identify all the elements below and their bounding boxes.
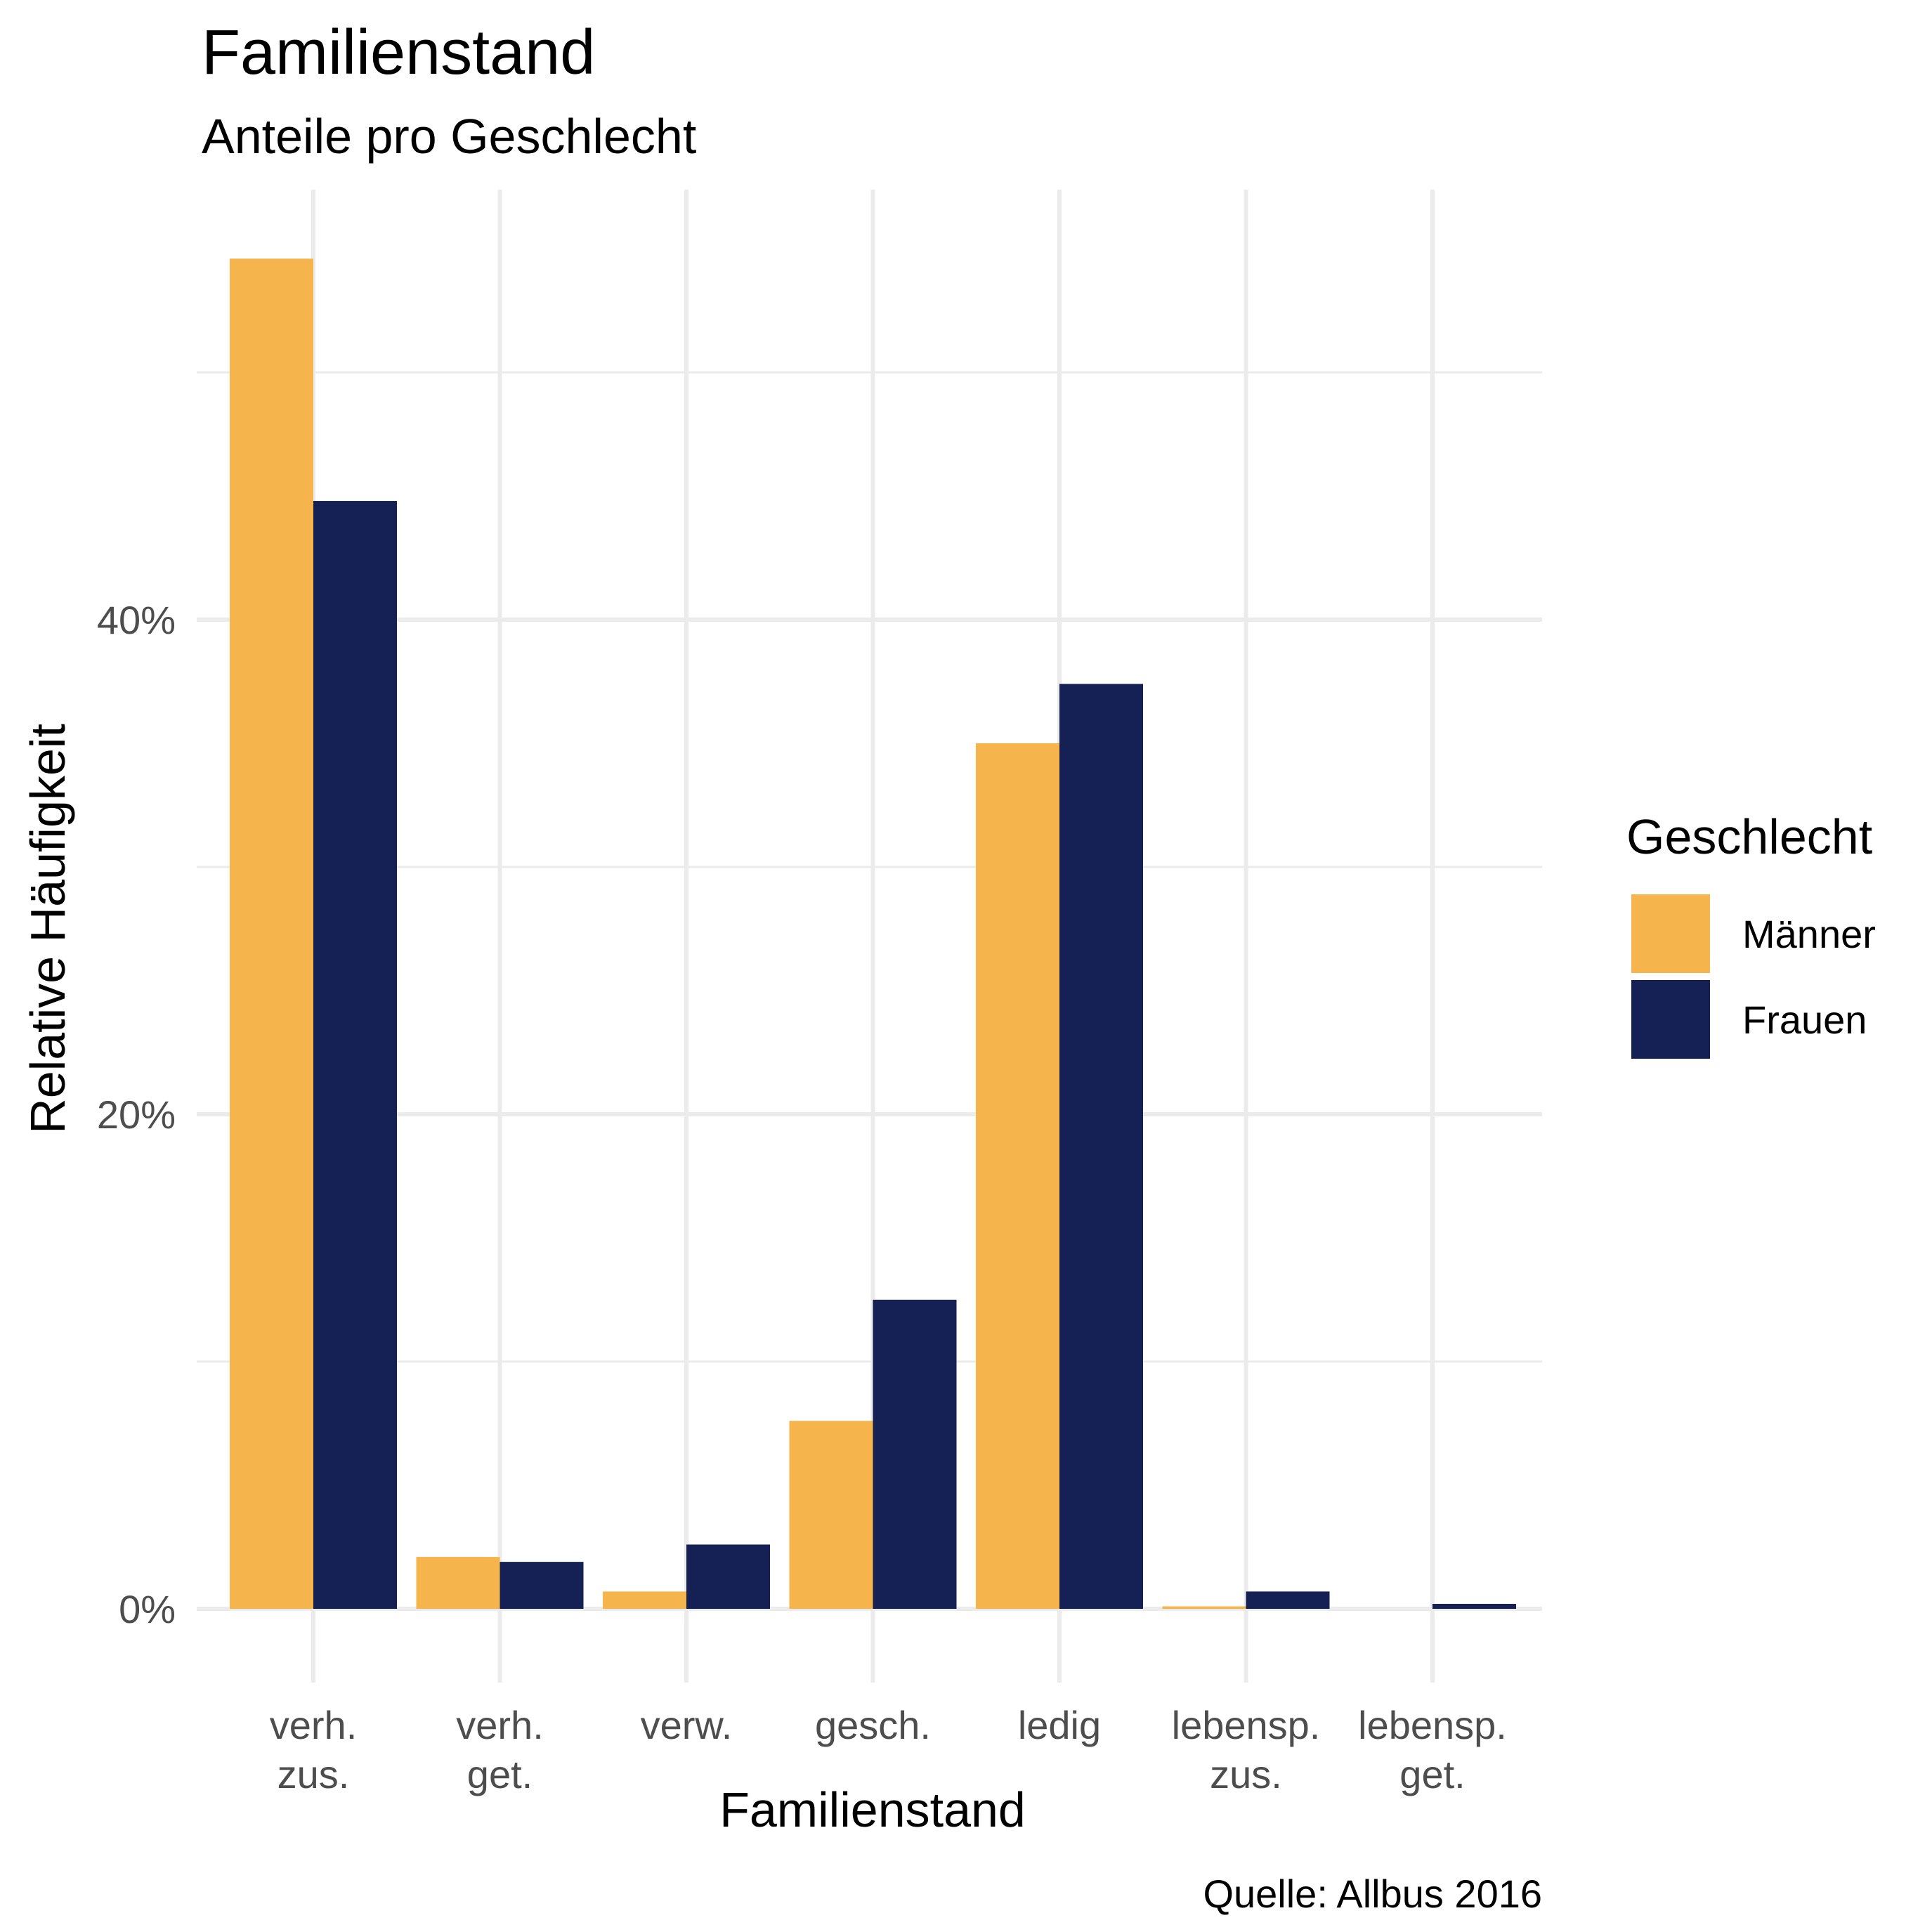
bar: [313, 501, 397, 1609]
x-tick-label: get.: [467, 1752, 533, 1796]
bar: [873, 1300, 957, 1609]
y-tick-label: 40%: [97, 598, 176, 642]
chart-subtitle: Anteile pro Geschlecht: [202, 109, 696, 164]
x-tick-label: lebensp.: [1172, 1703, 1321, 1747]
chart-title: Familienstand: [202, 18, 595, 88]
chart-caption: Quelle: Allbus 2016: [1203, 1872, 1542, 1916]
bars: [230, 259, 1516, 1610]
x-tick-label: zus.: [1210, 1752, 1282, 1796]
bar: [500, 1562, 584, 1609]
y-tick-label: 20%: [97, 1092, 176, 1137]
x-tick-label: ledig: [1018, 1703, 1101, 1747]
x-tick-label: verh.: [456, 1703, 544, 1747]
y-axis-ticks: 0% 20% 40%: [97, 598, 176, 1631]
x-axis-ticks: verh. zus. verh. get. verw. gesch. ledig lebens…: [270, 1703, 1507, 1796]
bar: [230, 259, 313, 1610]
bar: [416, 1557, 500, 1609]
bar: [1059, 684, 1143, 1609]
bar: [1432, 1603, 1516, 1609]
x-axis-title: Familienstand: [719, 1782, 1026, 1837]
x-tick-label: gesch.: [815, 1703, 931, 1747]
legend-label: Frauen: [1742, 998, 1867, 1042]
bar: [603, 1591, 686, 1609]
legend-label: Männer: [1742, 912, 1876, 956]
bar: [1246, 1591, 1330, 1609]
x-tick-label: get.: [1399, 1752, 1465, 1796]
legend-title: Geschlecht: [1626, 809, 1872, 864]
x-tick-label: lebensp.: [1358, 1703, 1507, 1747]
x-tick-label: verw.: [641, 1703, 733, 1747]
bar: [976, 743, 1059, 1609]
legend-swatch: [1631, 980, 1710, 1059]
x-tick-label: zus.: [278, 1752, 350, 1796]
y-tick-label: 0%: [119, 1587, 176, 1631]
legend: Geschlecht Männer Frauen: [1626, 809, 1876, 1059]
y-axis-title: Relative Häufigkeit: [20, 724, 75, 1134]
x-tick-label: verh.: [270, 1703, 358, 1747]
bar: [1162, 1606, 1246, 1609]
legend-swatch: [1631, 894, 1710, 973]
bar: [789, 1421, 873, 1609]
bar: [686, 1544, 770, 1609]
